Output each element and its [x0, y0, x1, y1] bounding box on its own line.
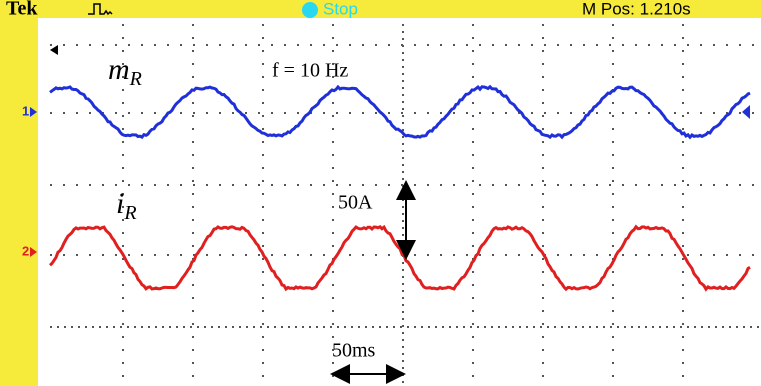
frequency-label: f = 10 Hz	[272, 60, 348, 82]
signal-symbol: m	[108, 53, 130, 86]
signal-symbol: i	[116, 187, 124, 220]
position: M Pos: 1.210s	[582, 0, 691, 18]
signal-subscript: R	[129, 68, 142, 90]
scope-screen: Tek Stop M Pos: 1.210s 1 2 mR f = 10 Hz …	[0, 0, 761, 386]
left-bar	[0, 0, 38, 386]
signal-subscript: R	[123, 202, 136, 224]
amplitude-label: 50A	[338, 192, 373, 214]
run-state: Stop	[323, 0, 358, 18]
channel-label: 1	[22, 103, 29, 118]
time-label: 50ms	[332, 340, 376, 362]
brand: Tek	[6, 0, 38, 20]
run-indicator	[302, 2, 318, 18]
channel-label: 2	[22, 243, 29, 258]
